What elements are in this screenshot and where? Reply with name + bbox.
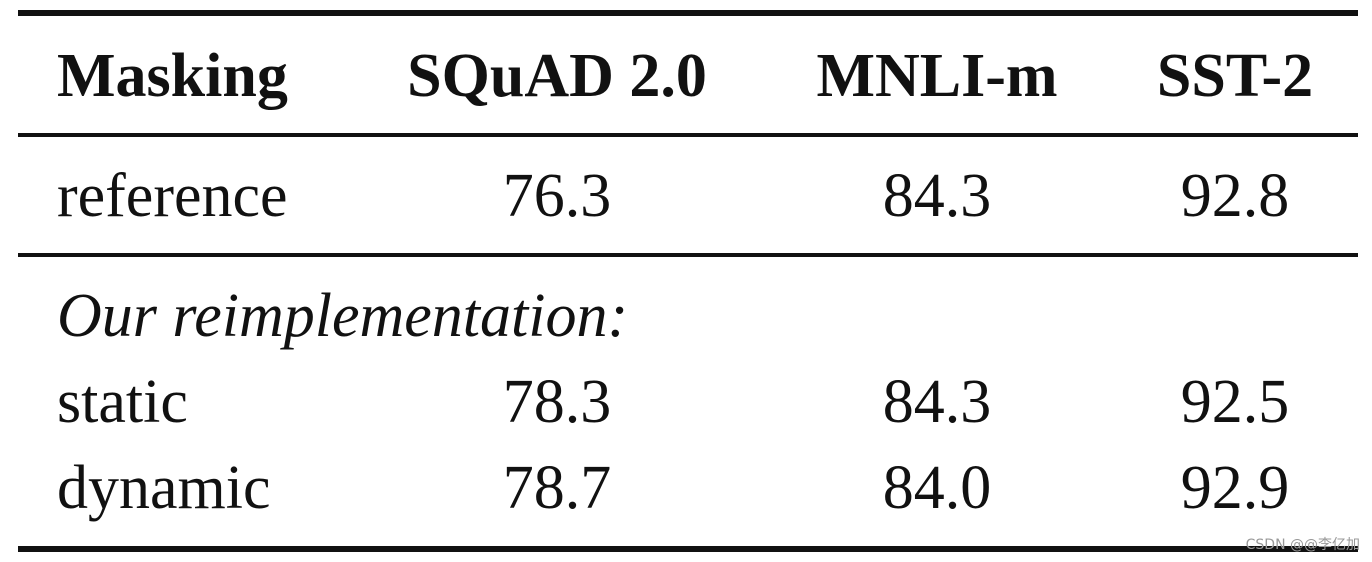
cell: 76.3: [503, 162, 612, 230]
cell: 92.9: [1181, 454, 1290, 522]
cell: 84.0: [883, 454, 992, 522]
cell: 78.7: [503, 454, 612, 522]
header-cell: MNLI-m: [816, 42, 1057, 110]
cell: 84.3: [883, 162, 992, 230]
bottom-rule: [18, 546, 1358, 552]
section-label: Our reimplementation:: [57, 282, 628, 350]
cell: 92.5: [1181, 368, 1290, 436]
cell: reference: [57, 162, 288, 230]
cell: 84.3: [883, 368, 992, 436]
header-rule: [18, 133, 1358, 137]
header-cell: SQuAD 2.0: [407, 42, 707, 110]
cell: 78.3: [503, 368, 612, 436]
header-cell: Masking: [57, 42, 288, 110]
cell: 92.8: [1181, 162, 1290, 230]
watermark: CSDN @@李亿加: [1246, 537, 1360, 553]
cell: static: [57, 368, 188, 436]
mid-rule: [18, 253, 1358, 257]
cell: dynamic: [57, 454, 271, 522]
header-cell: SST-2: [1157, 42, 1313, 110]
top-rule: [18, 10, 1358, 16]
